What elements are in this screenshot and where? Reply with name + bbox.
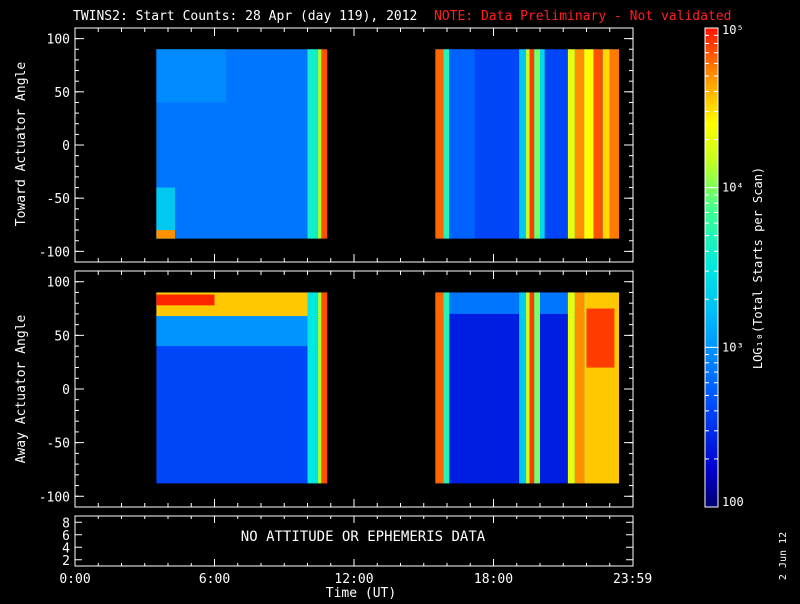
heatmap-band-0-9 (443, 49, 450, 239)
x-tick-label: 12:00 (334, 572, 373, 587)
colorbar-gradient (705, 28, 718, 507)
heatmap-band-0-21 (609, 49, 620, 239)
away-actuator-panel: 100 50 0 -50 -100 (39, 270, 634, 508)
colorbar-tick-label: 100 (722, 495, 744, 509)
time-axis-label: Time (UT) (326, 586, 396, 600)
x-tick-label: 18:00 (474, 572, 513, 587)
colorbar-tick-label: 10³ (722, 340, 744, 354)
heatmap-band-1-6 (321, 292, 328, 484)
y-tick-label-1-4: -100 (39, 490, 70, 505)
heatmap-band-1-3 (156, 294, 215, 306)
y-tick-label-0-4: -100 (39, 245, 70, 260)
heatmap-band-0-20 (602, 49, 610, 239)
y-tick-label-0-2: 0 (62, 139, 70, 154)
heatmap-band-0-17 (574, 49, 585, 239)
heatmap-band-1-15 (567, 292, 575, 484)
heatmap-band-1-14 (534, 292, 540, 484)
y-tick-label-0-1: 50 (54, 86, 70, 101)
aux-y-tick-label: 6 (62, 529, 70, 544)
y-tick-label-1-3: -50 (47, 437, 70, 452)
heatmap-band-1-18 (586, 308, 615, 368)
colorbar-ticks: 10⁵ 10⁴ 10³ 100 (705, 23, 744, 509)
heatmap-band-0-10 (449, 49, 475, 239)
heatmap-band-0-1 (156, 49, 227, 103)
heatmap-band-0-18 (584, 49, 594, 239)
x-tick-label: 23:59 (613, 572, 652, 587)
heatmap-band-0-2 (156, 187, 175, 239)
heatmap-band-1-12 (526, 292, 530, 484)
heatmap-band-0-16 (567, 49, 575, 239)
colorbar-tick-label: 10⁵ (722, 23, 744, 37)
heatmap-band-1-13 (529, 292, 535, 484)
away-axis-label: Away Actuator Angle (14, 314, 29, 463)
heatmap-band-0-19 (593, 49, 603, 239)
toward-actuator-panel: 100 50 0 -50 -100 (39, 27, 634, 263)
colorbar-tick-label: 10⁴ (722, 181, 744, 195)
heatmap-band-0-4 (307, 49, 318, 239)
heatmap-band-1-1 (156, 313, 315, 347)
heatmap-band-0-13 (529, 49, 535, 239)
heatmap-band-1-9 (435, 292, 444, 484)
heatmap-band-1-4 (307, 292, 318, 484)
aux-y-tick-label: 2 (62, 554, 70, 569)
x-tick-label: 6:00 (199, 572, 230, 587)
toward-axis-label: Toward Actuator Angle (14, 62, 29, 227)
chart-title: TWINS2: Start Counts: 28 Apr (day 119), … (73, 9, 417, 24)
heatmap-band-1-10 (443, 292, 450, 484)
heatmap-band-0-15 (540, 49, 545, 239)
y-tick-label-1-0: 100 (47, 276, 70, 291)
heatmap-band-1-5 (317, 292, 322, 484)
heatmap-band-1-16 (574, 292, 585, 484)
heatmap-band-0-14 (534, 49, 540, 239)
heatmap-band-0-11 (519, 49, 527, 239)
no-data-message: NO ATTITUDE OR EPHEMERIS DATA (241, 529, 486, 545)
y-tick-label-1-1: 50 (54, 329, 70, 344)
y-tick-label-0-3: -50 (47, 192, 70, 207)
heatmap-band-0-6 (321, 49, 328, 239)
heatmap-band-0-5 (317, 49, 322, 239)
heatmap-band-1-11 (519, 292, 527, 484)
date-stamp: 2 Jun 12 (778, 532, 789, 580)
aux-y-tick-label: 4 (62, 541, 70, 556)
aux-y-tick-label: 8 (62, 516, 70, 531)
heatmap-band-0-3 (156, 230, 175, 239)
heatmap-band-0-8 (435, 49, 444, 239)
y-tick-label-0-0: 100 (47, 33, 70, 48)
time-axis: 0:00 6:00 12:00 18:00 23:59 (59, 572, 652, 587)
chart-note: NOTE: Data Preliminary - Not validated (434, 9, 731, 24)
heatmap-band-0-12 (526, 49, 530, 239)
x-tick-label: 0:00 (59, 572, 90, 587)
y-tick-label-1-2: 0 (62, 383, 70, 398)
colorbar-label: LOG₁₀(Total Starts per Scan) (751, 167, 765, 369)
